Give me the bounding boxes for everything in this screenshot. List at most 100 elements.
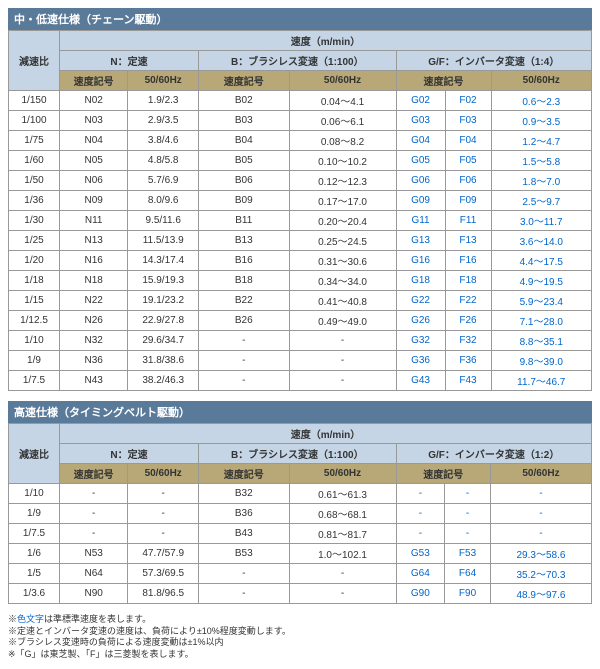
data-cell: 22.9/27.8 — [128, 311, 199, 331]
sub-header: 50/60Hz — [128, 464, 199, 484]
data-cell: G22 — [396, 291, 445, 311]
data-cell: - — [289, 331, 396, 351]
data-cell: 1.8～7.0 — [491, 171, 591, 191]
sub-header: 50/60Hz — [491, 71, 591, 91]
sub-header: 50/60Hz — [490, 464, 591, 484]
data-cell: G16 — [396, 251, 445, 271]
sub-header: 50/60Hz — [128, 71, 199, 91]
data-cell: G03 — [396, 111, 445, 131]
data-cell: F22 — [445, 291, 491, 311]
group-gf: G/F：インバータ変速（1:4） — [396, 51, 591, 71]
data-cell: - — [199, 371, 289, 391]
data-cell: - — [396, 524, 445, 544]
data-cell: 0.41～40.8 — [289, 291, 396, 311]
data-cell: B05 — [199, 151, 289, 171]
ratio-cell: 1/7.5 — [9, 524, 60, 544]
ratio-cell: 1/7.5 — [9, 371, 60, 391]
data-cell: 29.3～58.6 — [490, 544, 591, 564]
data-cell: 19.1/23.2 — [128, 291, 199, 311]
data-cell: 38.2/46.3 — [128, 371, 199, 391]
data-cell: F05 — [445, 151, 491, 171]
group-b: B：ブラシレス変速（1:100） — [199, 51, 396, 71]
data-cell: N13 — [60, 231, 128, 251]
data-cell: N18 — [60, 271, 128, 291]
data-cell: N04 — [60, 131, 128, 151]
data-cell: B53 — [199, 544, 289, 564]
data-cell: 8.8～35.1 — [491, 331, 591, 351]
data-cell: G53 — [396, 544, 445, 564]
data-cell: 3.6～14.0 — [491, 231, 591, 251]
ratio-cell: 1/15 — [9, 291, 60, 311]
data-cell: N64 — [60, 564, 128, 584]
data-cell: - — [199, 351, 289, 371]
data-cell: G32 — [396, 331, 445, 351]
data-cell: G02 — [396, 91, 445, 111]
data-cell: 7.1～28.0 — [491, 311, 591, 331]
data-cell: B32 — [199, 484, 289, 504]
data-cell: G06 — [396, 171, 445, 191]
data-cell: B09 — [199, 191, 289, 211]
data-cell: 0.61～61.3 — [289, 484, 396, 504]
data-cell: 5.7/6.9 — [128, 171, 199, 191]
data-cell: - — [128, 504, 199, 524]
data-cell: 9.5/11.6 — [128, 211, 199, 231]
data-cell: G43 — [396, 371, 445, 391]
ratio-cell: 1/75 — [9, 131, 60, 151]
data-cell: B18 — [199, 271, 289, 291]
data-cell: 0.06～6.1 — [289, 111, 396, 131]
table1-title: 中・低速仕様（チェーン駆動） — [8, 8, 592, 30]
data-cell: 15.9/19.3 — [128, 271, 199, 291]
data-cell: 57.3/69.5 — [128, 564, 199, 584]
sub-header: 速度記号 — [199, 71, 289, 91]
data-cell: F09 — [445, 191, 491, 211]
table2: 減速比速度（m/min） N：定速 B：ブラシレス変速（1:100） G/F：イ… — [8, 423, 592, 604]
data-cell: - — [60, 504, 128, 524]
data-cell: 1.5～5.8 — [491, 151, 591, 171]
data-cell: 0.25～24.5 — [289, 231, 396, 251]
data-cell: 0.68～68.1 — [289, 504, 396, 524]
data-cell: B13 — [199, 231, 289, 251]
group-n: N：定速 — [60, 444, 199, 464]
data-cell: - — [490, 484, 591, 504]
ratio-cell: 1/18 — [9, 271, 60, 291]
data-cell: 48.9～97.6 — [490, 584, 591, 604]
sub-header: 50/60Hz — [289, 71, 396, 91]
data-cell: F06 — [445, 171, 491, 191]
group-gf: G/F：インバータ変速（1:2） — [396, 444, 591, 464]
sub-header: 速度記号 — [60, 464, 128, 484]
data-cell: N90 — [60, 584, 128, 604]
data-cell: 31.8/38.6 — [128, 351, 199, 371]
data-cell: 4.4～17.5 — [491, 251, 591, 271]
data-cell: 11.5/13.9 — [128, 231, 199, 251]
ratio-cell: 1/9 — [9, 504, 60, 524]
ratio-cell: 1/60 — [9, 151, 60, 171]
data-cell: B04 — [199, 131, 289, 151]
data-cell: 0.20～20.4 — [289, 211, 396, 231]
data-cell: - — [490, 524, 591, 544]
data-cell: B26 — [199, 311, 289, 331]
data-cell: G09 — [396, 191, 445, 211]
data-cell: B02 — [199, 91, 289, 111]
sub-header: 速度記号 — [396, 71, 491, 91]
data-cell: N09 — [60, 191, 128, 211]
data-cell: 1.2～4.7 — [491, 131, 591, 151]
data-cell: 2.9/3.5 — [128, 111, 199, 131]
data-cell: 2.5～9.7 — [491, 191, 591, 211]
data-cell: 1.9/2.3 — [128, 91, 199, 111]
data-cell: 81.8/96.5 — [128, 584, 199, 604]
data-cell: 29.6/34.7 — [128, 331, 199, 351]
speed-header: 速度（m/min） — [60, 424, 592, 444]
data-cell: - — [396, 484, 445, 504]
data-cell: 1.0～102.1 — [289, 544, 396, 564]
ratio-cell: 1/150 — [9, 91, 60, 111]
data-cell: - — [199, 331, 289, 351]
data-cell: 8.0/9.6 — [128, 191, 199, 211]
ratio-cell: 1/5 — [9, 564, 60, 584]
ratio-header: 減速比 — [9, 424, 60, 484]
data-cell: 35.2～70.3 — [490, 564, 591, 584]
data-cell: 0.10～10.2 — [289, 151, 396, 171]
data-cell: F53 — [445, 544, 491, 564]
ratio-cell: 1/12.5 — [9, 311, 60, 331]
data-cell: F16 — [445, 251, 491, 271]
data-cell: 4.9～19.5 — [491, 271, 591, 291]
